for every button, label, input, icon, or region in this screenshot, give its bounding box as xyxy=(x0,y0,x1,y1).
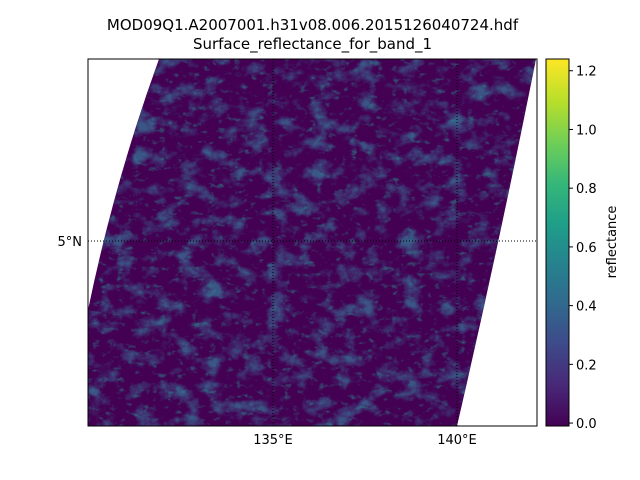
map-subtitle: Surface_reflectance_for_band_1 xyxy=(192,35,433,53)
colorbar-ticks: 0.0 0.2 0.4 0.6 0.8 1.0 1.2 xyxy=(569,65,597,432)
colorbar-tick-label: 0.4 xyxy=(576,300,597,315)
colorbar-tick-label: 0.2 xyxy=(576,358,597,373)
graticule-label-140e: 140°E xyxy=(437,433,477,448)
map-title: MOD09Q1.A2007001.h31v08.006.201512604072… xyxy=(106,16,519,34)
colorbar-gradient xyxy=(545,58,570,427)
colorbar-tick-label: 0.0 xyxy=(576,417,597,432)
colorbar-tick-label: 0.8 xyxy=(576,182,597,197)
graticule-label-135e: 135°E xyxy=(253,433,293,448)
graticule-label-5n: 5°N xyxy=(58,235,83,250)
colorbar-tick-label: 0.6 xyxy=(576,241,597,256)
colorbar-tick-label: 1.0 xyxy=(576,123,597,138)
colorbar-label: reflectance xyxy=(605,206,620,279)
colorbar-tick-label: 1.2 xyxy=(576,65,597,80)
reflectance-swath xyxy=(88,59,536,426)
map-axes-frame xyxy=(87,58,538,427)
